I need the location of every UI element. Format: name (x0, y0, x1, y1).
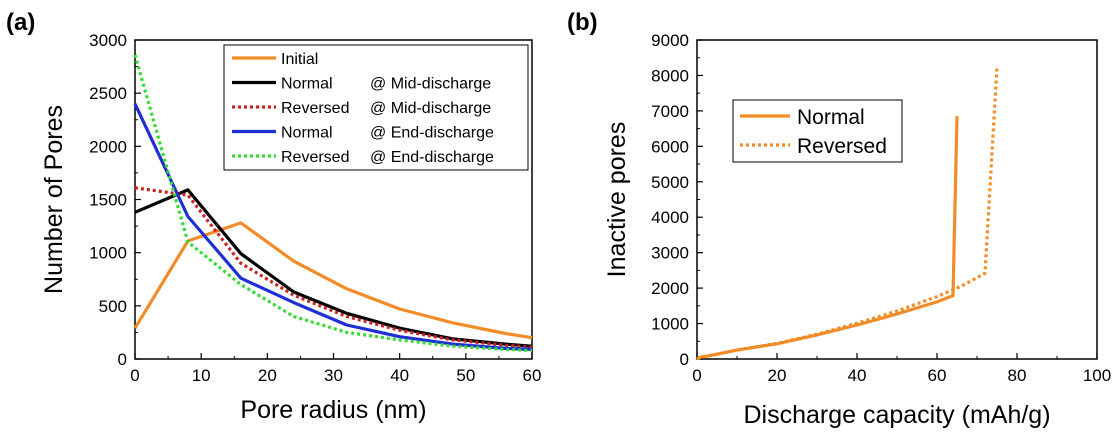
x-tick-label: 10 (192, 366, 211, 385)
y-tick-label: 9000 (651, 31, 689, 50)
x-tick-label: 60 (523, 366, 542, 385)
y-tick-label: 0 (118, 350, 127, 369)
legend-label: Normal (797, 106, 865, 129)
x-tick-label: 60 (928, 366, 947, 385)
y-tick-label: 2000 (89, 137, 127, 156)
y-tick-label: 7000 (651, 102, 689, 121)
chart-panel-b: (b)0 20 40 60 80 1000100020003000400050006000… (567, 9, 1111, 429)
chart-panel-a: (a) 0 10 20 30 40 50 60 0 500 1000 1500 2000 2500 3000… (6, 9, 541, 424)
legend-label: Reversed (281, 100, 349, 117)
y-tick-label: 4000 (651, 208, 689, 227)
legend-label-suffix: @ Mid-discharge (370, 100, 491, 117)
y-tick-label: 1500 (89, 191, 127, 210)
legend-label-suffix: @ End-discharge (370, 149, 494, 166)
y-tick-label: 3000 (89, 31, 127, 50)
legend-label: Reversed (281, 149, 349, 166)
y-tick-label: 500 (99, 297, 127, 316)
x-axis-title: Discharge capacity (mAh/g) (743, 401, 1050, 429)
legend-label: Initial (281, 51, 318, 68)
x-tick-label: 40 (848, 366, 867, 385)
legend-label-suffix: @ End-discharge (370, 125, 494, 142)
series-line-3 (133, 103, 533, 351)
y-axis-title: Number of Pores (40, 105, 68, 294)
y-tick-label: 0 (680, 350, 689, 369)
x-tick-label: 100 (1083, 366, 1111, 385)
x-tick-label: 20 (258, 366, 277, 385)
legend-box (732, 99, 903, 163)
legend-label-suffix: @ Mid-discharge (370, 76, 491, 93)
legend-label: Normal (281, 125, 333, 142)
series-line-1 (134, 188, 533, 348)
x-axis-title: Pore radius (nm) (240, 396, 426, 424)
series-line-4 (133, 54, 533, 353)
y-tick-label: 5000 (651, 173, 689, 192)
legend-label: Normal (281, 76, 333, 93)
x-tick-label: 0 (692, 366, 701, 385)
legend-label: Reversed (797, 135, 887, 158)
y-tick-label: 6000 (651, 137, 689, 156)
y-axis-title: Inactive pores (603, 122, 631, 278)
y-tick-label: 2500 (89, 84, 127, 103)
series-line-2 (134, 186, 533, 349)
panel-label: (a) (6, 9, 35, 36)
y-tick-label: 1000 (651, 315, 689, 334)
x-tick-label: 50 (456, 366, 475, 385)
x-tick-label: 80 (1008, 366, 1027, 385)
x-tick-label: 30 (324, 366, 343, 385)
x-tick-label: 40 (390, 366, 409, 385)
x-tick-label: 20 (768, 366, 787, 385)
y-tick-label: 1000 (89, 244, 127, 263)
y-tick-label: 2000 (651, 279, 689, 298)
y-tick-label: 3000 (651, 244, 689, 263)
x-tick-label: 0 (130, 366, 139, 385)
panel-label: (b) (567, 9, 598, 36)
y-tick-label: 8000 (651, 66, 689, 85)
